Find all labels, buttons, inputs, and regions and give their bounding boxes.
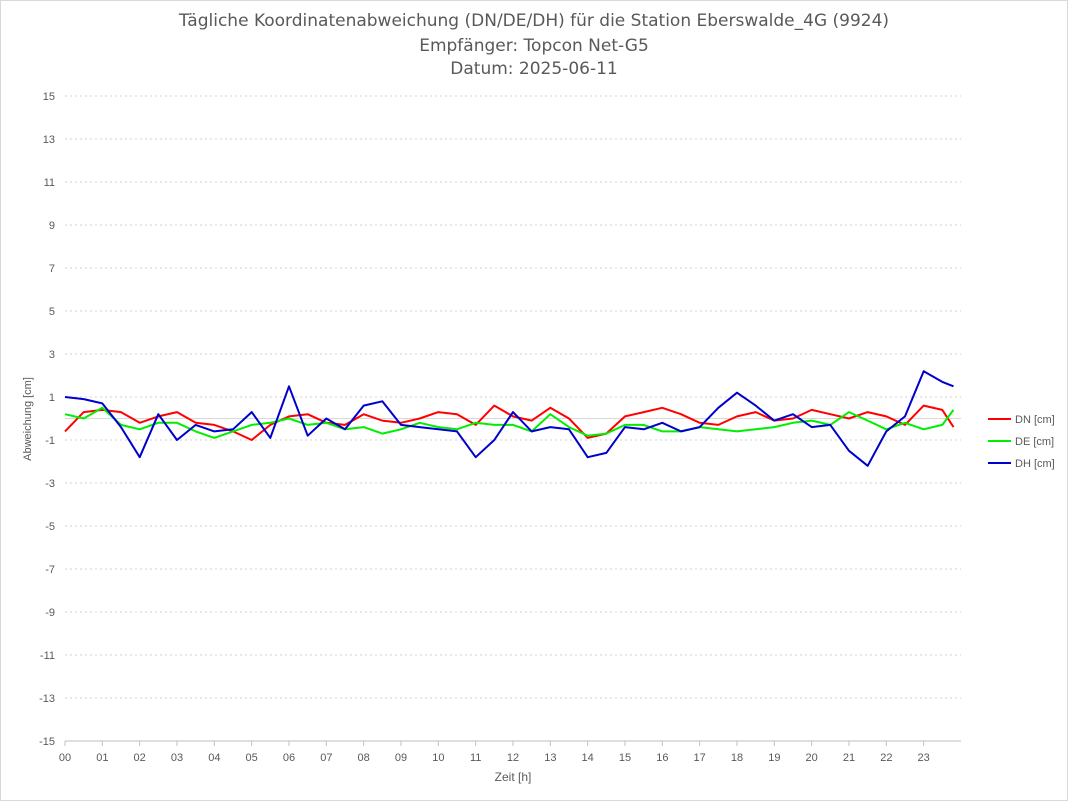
x-tick-label: 19 <box>768 752 780 764</box>
x-tick-label: 00 <box>59 752 71 764</box>
x-tick-label: 09 <box>395 752 407 764</box>
y-tick-label: -9 <box>45 607 55 619</box>
x-tick-label: 10 <box>432 752 444 764</box>
series-line-1 <box>64 404 955 441</box>
x-tick-label: 17 <box>694 752 706 764</box>
y-tick-label: 1 <box>49 392 55 404</box>
y-tick-label: 5 <box>49 306 55 318</box>
x-tick-label: 04 <box>208 752 220 764</box>
y-tick-label: 3 <box>49 349 55 361</box>
x-tick-label: 07 <box>320 752 332 764</box>
x-tick-label: 22 <box>880 752 892 764</box>
x-tick-label: 11 <box>470 752 481 764</box>
chart-title: Tägliche Koordinatenabweichung (DN/DE/DH… <box>178 11 890 31</box>
y-tick-label: 7 <box>49 263 55 275</box>
x-tick-label: 13 <box>544 752 556 764</box>
y-tick-label: -3 <box>45 478 55 490</box>
y-axis-label: Abweichung [cm] <box>22 377 34 461</box>
x-tick-label: 01 <box>96 752 108 764</box>
y-tick-label: 11 <box>44 177 55 189</box>
y-tick-label: -7 <box>45 564 55 576</box>
series-line-2 <box>64 406 955 439</box>
y-tick-label: 13 <box>43 134 55 146</box>
y-tick-label: 9 <box>49 220 55 232</box>
x-tick-label: 03 <box>171 752 183 764</box>
x-tick-label: 12 <box>507 752 519 764</box>
y-axis-ticks: 15 13 11 9 7 5 3 1 -1 -3 -5 -7 -9 -11 -13 -15 <box>39 91 55 748</box>
x-tick-label: 05 <box>246 752 258 764</box>
x-tick-label: 16 <box>656 752 668 764</box>
legend: DN [cm] DE [cm] DH [cm] <box>988 414 1055 470</box>
y-tick-label: -11 <box>40 650 55 662</box>
chart-subtitle: Empfänger: Topcon Net-G5 <box>419 36 649 56</box>
chart-date: Datum: 2025-06-11 <box>450 59 618 79</box>
y-tick-label: 15 <box>43 91 55 103</box>
series-line-3 <box>64 370 954 467</box>
x-tick-label: 15 <box>619 752 631 764</box>
y-tick-label: -15 <box>39 736 55 748</box>
x-tick-label: 21 <box>843 752 855 764</box>
x-tick-label: 20 <box>806 752 818 764</box>
y-tick-label: -1 <box>45 435 55 447</box>
x-tick-label: 02 <box>134 752 146 764</box>
legend-label: DN [cm] <box>1015 414 1055 426</box>
x-axis-ticks: 00 01 02 03 04 05 06 07 08 09 10 11 12 13 14 15 16 17 18 19… <box>59 740 961 764</box>
x-axis-label: Zeit [h] <box>495 770 532 784</box>
y-tick-label: -5 <box>45 521 55 533</box>
x-tick-label: 14 <box>582 752 594 764</box>
series-lines <box>64 370 955 467</box>
y-tick-label: -13 <box>39 693 55 705</box>
legend-label: DE [cm] <box>1015 436 1054 448</box>
x-tick-label: 06 <box>283 752 295 764</box>
gridlines <box>65 95 961 742</box>
x-tick-label: 23 <box>918 752 930 764</box>
legend-label: DH [cm] <box>1015 458 1055 470</box>
x-tick-label: 18 <box>731 752 743 764</box>
x-tick-label: 08 <box>358 752 370 764</box>
